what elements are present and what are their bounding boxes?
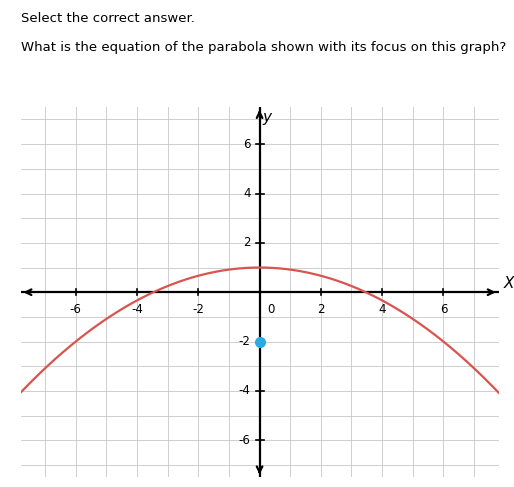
Text: 2: 2 — [243, 236, 250, 249]
Text: 6: 6 — [243, 138, 250, 150]
Text: 4: 4 — [243, 187, 250, 200]
Text: X: X — [503, 276, 513, 291]
Text: 2: 2 — [317, 303, 325, 316]
Text: y: y — [263, 110, 272, 125]
Text: 4: 4 — [378, 303, 386, 316]
Text: -2: -2 — [238, 335, 250, 348]
Text: -4: -4 — [238, 384, 250, 397]
Text: -2: -2 — [192, 303, 204, 316]
Text: 0: 0 — [267, 303, 274, 316]
Text: -4: -4 — [131, 303, 143, 316]
Text: Select the correct answer.: Select the correct answer. — [21, 12, 194, 25]
Text: What is the equation of the parabola shown with its focus on this graph?: What is the equation of the parabola sho… — [21, 41, 506, 55]
Text: 6: 6 — [439, 303, 447, 316]
Text: -6: -6 — [238, 434, 250, 447]
Text: -6: -6 — [70, 303, 82, 316]
